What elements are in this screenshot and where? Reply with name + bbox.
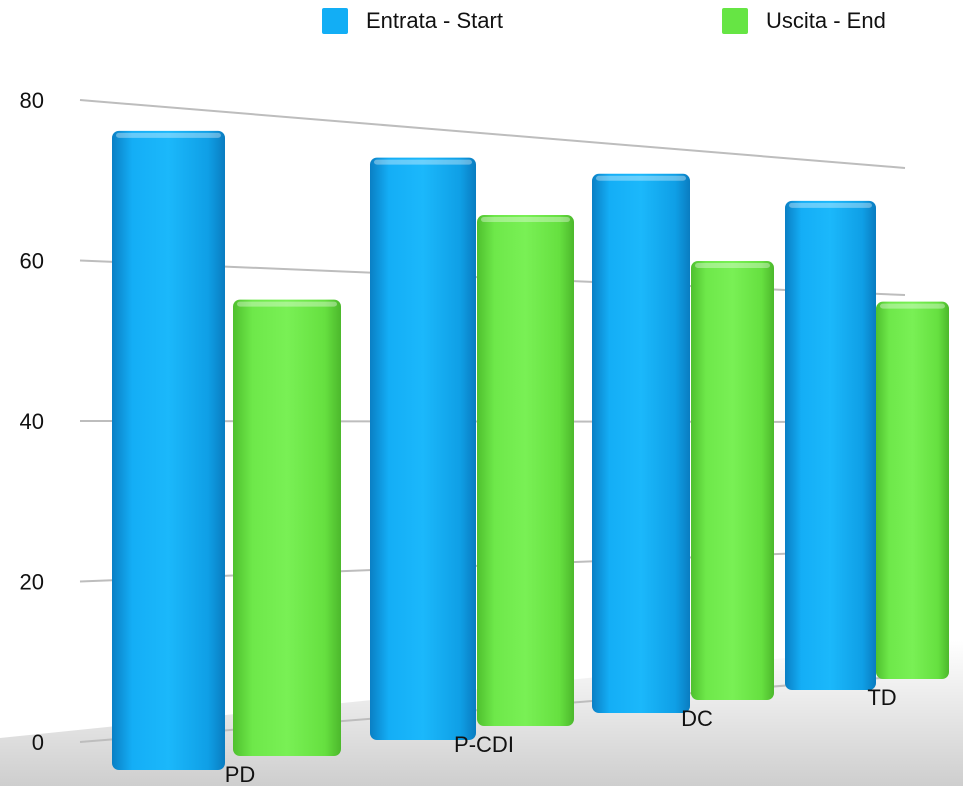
bar-highlight <box>695 262 770 268</box>
bar-highlight <box>237 301 337 307</box>
legend-label-start: Entrata - Start <box>366 8 503 33</box>
legend-item-end: Uscita - End <box>722 8 886 34</box>
y-tick-label: 60 <box>20 249 44 274</box>
bar-highlight <box>880 303 945 309</box>
x-category-label: TD <box>867 685 896 710</box>
gridline <box>79 99 906 169</box>
x-category-label: DC <box>681 706 713 731</box>
bar-end-dc <box>691 260 774 700</box>
chart-legend: Entrata - Start Uscita - End <box>0 8 963 38</box>
x-category-label: PD <box>225 762 256 786</box>
bar-start-dc <box>592 173 690 713</box>
bar-end-pd <box>233 299 341 756</box>
y-tick-label: 80 <box>20 88 44 113</box>
bar-highlight <box>116 132 221 138</box>
bar-end-td <box>876 301 949 679</box>
bar-end-p-cdi <box>477 215 574 726</box>
bar-highlight <box>481 217 570 223</box>
bar-highlight <box>789 202 872 208</box>
legend-label-end: Uscita - End <box>766 8 886 33</box>
y-tick-label: 0 <box>32 730 44 755</box>
bar-highlight <box>596 175 686 181</box>
legend-item-start: Entrata - Start <box>322 8 503 34</box>
legend-swatch-end <box>722 8 748 34</box>
x-category-label: P-CDI <box>454 732 514 757</box>
bar-start-td <box>785 200 876 690</box>
bar-start-pd <box>112 130 225 770</box>
legend-swatch-start <box>322 8 348 34</box>
bar-start-p-cdi <box>370 157 476 740</box>
y-tick-label: 20 <box>20 570 44 595</box>
y-tick-label: 40 <box>20 409 44 434</box>
bar-highlight <box>374 159 472 165</box>
